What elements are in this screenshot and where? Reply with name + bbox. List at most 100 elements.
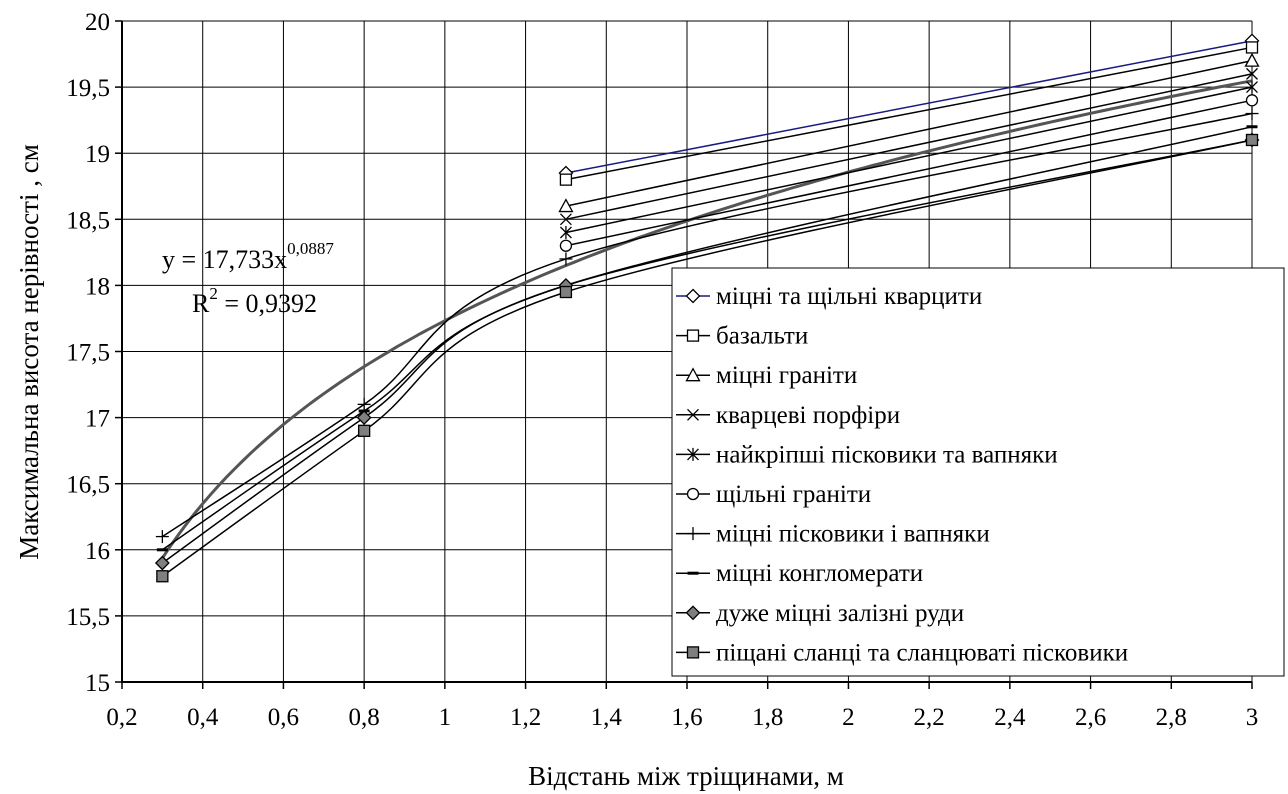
legend-marker	[685, 605, 701, 621]
series-3	[558, 52, 1260, 213]
x-tick-label: 0,2	[106, 704, 137, 731]
x-tick-label: 1,8	[752, 704, 783, 731]
series-line	[161, 112, 1253, 538]
legend-marker	[685, 288, 701, 304]
legend-entry: міцні конгломерати	[676, 560, 923, 587]
r2-exponent: 2	[209, 284, 218, 303]
legend-marker	[686, 487, 700, 501]
x-tick-label: 0,4	[187, 704, 219, 731]
data-point	[1245, 41, 1259, 54]
y-tick-label: 18,5	[66, 207, 110, 234]
x-tick-label: 2,8	[1156, 704, 1187, 731]
legend-entry: піщані сланці та сланцюваті пісковики	[676, 639, 1128, 666]
legend-label: найкріпші пісковики та вапняки	[716, 441, 1058, 468]
y-tick-label: 17,5	[66, 340, 110, 367]
x-tick-label: 2,4	[994, 704, 1026, 731]
trendline-equation: y = 17,733x0,0887	[162, 239, 334, 274]
y-tick-label: 16,5	[66, 472, 110, 499]
legend-label: міцні пісковики і вапняки	[716, 521, 990, 548]
x-tick-label: 2	[842, 704, 855, 731]
y-tick-label: 15,5	[66, 604, 110, 631]
x-tick-label: 1,2	[510, 704, 541, 731]
series-5	[559, 80, 1258, 240]
r2-letter: R	[192, 289, 210, 318]
series-line	[565, 40, 1253, 174]
trendline-annotation: y = 17,733x0,0887 R2 = 0,9392	[162, 239, 334, 318]
data-point	[1246, 67, 1258, 80]
x-tick-label: 1,6	[671, 704, 702, 731]
y-tick-label: 16	[85, 538, 110, 565]
x-tick-label: 0,6	[268, 704, 299, 731]
data-point	[1245, 107, 1259, 121]
x-axis-title: Відстань між тріщинами, м	[528, 761, 844, 791]
equation-text: y = 17,733x	[162, 245, 287, 274]
tick-labels: 0,2 0,4 0,6 0,8 1 1,2 1,4 1,6 1,8 2 2,2 2,4 2,6 2,8 3 1…	[66, 9, 1258, 731]
series-line	[565, 86, 1253, 234]
data-point	[1244, 52, 1260, 67]
data-point	[356, 410, 372, 426]
legend-entry: дуже міцні залізні руди	[676, 600, 964, 627]
legend-marker	[687, 408, 699, 421]
data-point	[559, 252, 573, 266]
data-point	[558, 198, 574, 213]
legend-label: міцні граніти	[716, 362, 857, 389]
series-10	[156, 133, 1259, 583]
series-line	[161, 139, 1253, 564]
x-tick-label: 2,2	[914, 704, 945, 731]
legend-label: щільні граніти	[716, 481, 871, 508]
series-line	[565, 46, 1253, 181]
axes	[115, 20, 1253, 689]
legend: міцні та щільні кварцити базальти міцні гр…	[671, 267, 1285, 677]
trendline	[161, 79, 1253, 559]
r2-value: = 0,9392	[218, 289, 317, 318]
series-7	[155, 107, 1259, 544]
x-tick-label: 1,4	[591, 704, 623, 731]
data-point	[559, 173, 573, 186]
y-tick-label: 18	[85, 273, 110, 300]
y-tick-label: 15	[85, 670, 110, 697]
series-6	[559, 94, 1259, 252]
equation-exponent: 0,0887	[287, 239, 334, 258]
x-tick-label: 1	[439, 704, 452, 731]
y-tick-label: 20	[85, 9, 110, 36]
trendline-r2: R2 = 0,9392	[192, 284, 317, 318]
y-tick-label: 19	[85, 141, 110, 168]
data-point	[559, 239, 573, 252]
legend-entry: міцні пісковики і вапняки	[676, 521, 990, 548]
legend-entry: міцні граніти	[676, 362, 857, 389]
series-line	[161, 139, 1253, 577]
data-point	[559, 213, 572, 226]
legend-label: міцні та щільні кварцити	[716, 283, 982, 310]
data-point	[155, 530, 169, 544]
data-point	[1245, 94, 1259, 107]
data-point	[1246, 80, 1258, 94]
x-tick-label: 0,8	[349, 704, 380, 731]
legend-entry: кварцеві порфіри	[676, 402, 900, 429]
legend-marker	[686, 527, 700, 541]
data-point	[357, 397, 371, 411]
data-point	[559, 285, 573, 299]
series-group	[154, 33, 1260, 583]
series-4	[559, 67, 1258, 226]
series-line	[565, 59, 1253, 207]
data-point	[1245, 133, 1259, 147]
x-tick-label: 3	[1246, 704, 1259, 731]
legend-label: кварцеві порфіри	[716, 402, 900, 429]
legend-label: базальти	[716, 323, 808, 350]
legend-box	[671, 267, 1285, 677]
legend-entry: найкріпші пісковики та вапняки	[676, 441, 1058, 468]
power-trendline	[161, 79, 1253, 559]
legend-marker	[685, 367, 701, 382]
data-point	[559, 226, 572, 240]
legend-label: піщані сланці та сланцюваті пісковики	[716, 639, 1128, 666]
series-line	[565, 73, 1253, 221]
series-line	[565, 99, 1253, 247]
legend-entry: міцні та щільні кварцити	[676, 283, 982, 310]
legend-marker	[687, 447, 699, 461]
y-tick-label: 19,5	[66, 75, 110, 102]
legend-entry: базальти	[676, 323, 808, 350]
legend-label: дуже міцні залізні руди	[716, 600, 964, 627]
legend-marker	[686, 329, 700, 342]
legend-marker	[686, 646, 700, 659]
